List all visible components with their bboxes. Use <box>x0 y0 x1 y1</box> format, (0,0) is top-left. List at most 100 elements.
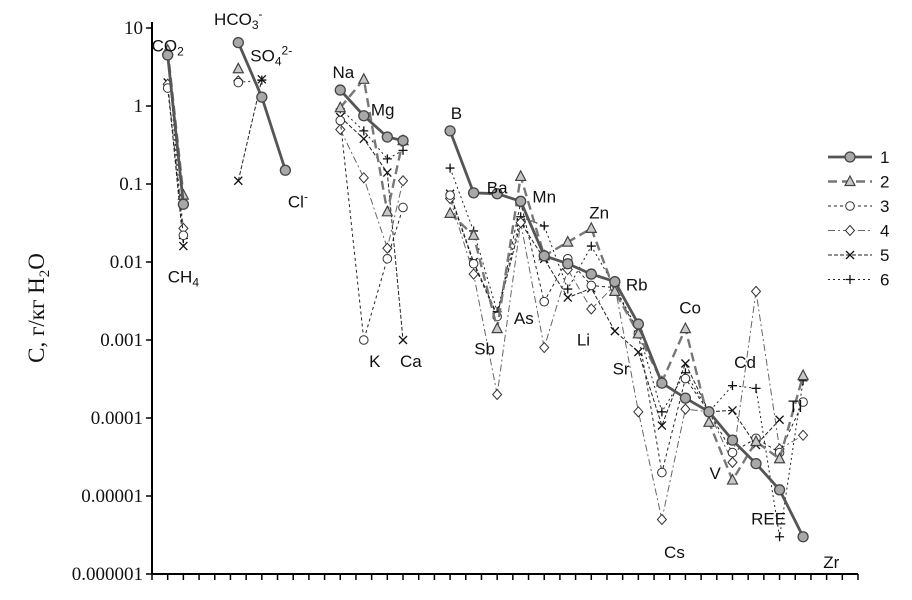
element-label: Ca <box>400 352 422 371</box>
legend-item-3: 3 <box>828 197 889 216</box>
data-point <box>357 72 370 84</box>
legend-label: 4 <box>880 222 889 241</box>
legend-label: 6 <box>880 271 889 290</box>
series-4 <box>162 75 809 526</box>
y-tick-label: 0.01 <box>110 252 143 273</box>
data-point <box>162 49 174 61</box>
data-point <box>381 205 394 217</box>
element-label: Sr <box>613 360 630 379</box>
data-point <box>539 296 550 307</box>
data-point <box>610 326 620 336</box>
y-tick-label: 10 <box>124 18 143 39</box>
data-point <box>609 275 621 288</box>
data-point <box>467 187 480 199</box>
series-line <box>167 87 184 236</box>
data-point <box>679 321 692 334</box>
data-point <box>775 415 785 425</box>
element-label: Co <box>679 298 701 317</box>
data-point <box>585 221 598 233</box>
data-point <box>751 383 761 393</box>
y-tick-labels: 10 1 0.1 0.01 0.001 0.0001 0.00001 0.000001 <box>72 18 143 585</box>
series-line <box>339 120 404 341</box>
data-point <box>382 168 392 178</box>
data-point <box>798 397 808 407</box>
legend-item-2: 2 <box>828 173 889 192</box>
data-point <box>233 176 243 186</box>
legend-item-6: 6 <box>828 271 889 290</box>
element-label: B <box>451 104 462 123</box>
data-point <box>680 373 691 384</box>
element-label: Cl- <box>288 189 308 211</box>
data-point <box>398 202 408 213</box>
y-tick-label: 0.1 <box>119 174 143 195</box>
data-point <box>279 164 292 176</box>
data-point <box>398 335 408 345</box>
data-point <box>844 174 856 187</box>
data-point <box>538 250 550 262</box>
data-point <box>398 145 408 155</box>
series-line <box>448 130 805 538</box>
data-point <box>539 341 550 354</box>
data-point <box>585 268 597 280</box>
data-point <box>178 241 188 251</box>
legend-label: 1 <box>880 148 889 167</box>
data-point <box>232 61 245 74</box>
y-tick-label: 0.001 <box>100 330 143 351</box>
data-point <box>657 467 667 478</box>
data-point <box>233 77 244 88</box>
element-label: As <box>514 309 534 328</box>
element-label: K <box>369 352 381 371</box>
y-tick-label: 0.00001 <box>81 486 143 507</box>
element-label: Cd <box>734 353 756 372</box>
data-point <box>680 403 691 415</box>
data-point <box>256 91 268 103</box>
data-point <box>232 36 244 49</box>
element-label: SO42- <box>250 44 292 69</box>
data-point <box>750 285 762 298</box>
data-point <box>467 228 480 240</box>
element-label: Zn <box>589 204 609 223</box>
data-point <box>515 216 526 229</box>
series-line <box>449 198 804 520</box>
data-point <box>563 284 573 294</box>
data-point <box>514 169 527 182</box>
data-point <box>728 405 737 415</box>
data-point <box>359 335 369 345</box>
data-point <box>444 125 456 137</box>
data-point <box>539 221 549 231</box>
element-label: Mg <box>371 101 395 120</box>
element-label: Tl <box>788 397 802 416</box>
legend-item-4: 4 <box>828 222 889 241</box>
data-point <box>358 110 370 122</box>
data-point <box>444 206 457 218</box>
data-point <box>334 84 346 96</box>
data-point <box>726 473 739 485</box>
data-point <box>491 388 503 401</box>
data-point <box>679 392 692 404</box>
element-label: HCO3- <box>214 7 262 32</box>
data-point <box>727 456 738 469</box>
data-point <box>445 190 455 200</box>
element-labels: CO2 CH4 HCO3- SO42- Cl- Na Mg K Ca B Ba Mn Zn As Sb Li R… <box>152 7 840 572</box>
data-point <box>702 415 715 427</box>
element-label: CO2 <box>152 36 185 58</box>
data-point <box>656 377 668 389</box>
data-point <box>656 513 668 526</box>
data-point <box>381 131 393 143</box>
data-point <box>773 484 786 496</box>
element-label: Na <box>333 63 355 82</box>
data-point <box>334 100 347 113</box>
y-tick-label: 1 <box>134 96 144 117</box>
legend-label: 3 <box>880 197 889 216</box>
legend: 1 2 3 4 5 6 <box>828 148 889 290</box>
element-label: Rb <box>626 276 648 295</box>
data-point <box>178 230 189 241</box>
data-point <box>750 457 762 470</box>
data-point <box>703 406 715 418</box>
data-point <box>657 421 667 431</box>
legend-item-5: 5 <box>828 246 889 265</box>
series-line <box>339 116 404 341</box>
element-label: Li <box>577 331 590 350</box>
data-point <box>397 134 409 147</box>
data-point <box>382 253 393 264</box>
